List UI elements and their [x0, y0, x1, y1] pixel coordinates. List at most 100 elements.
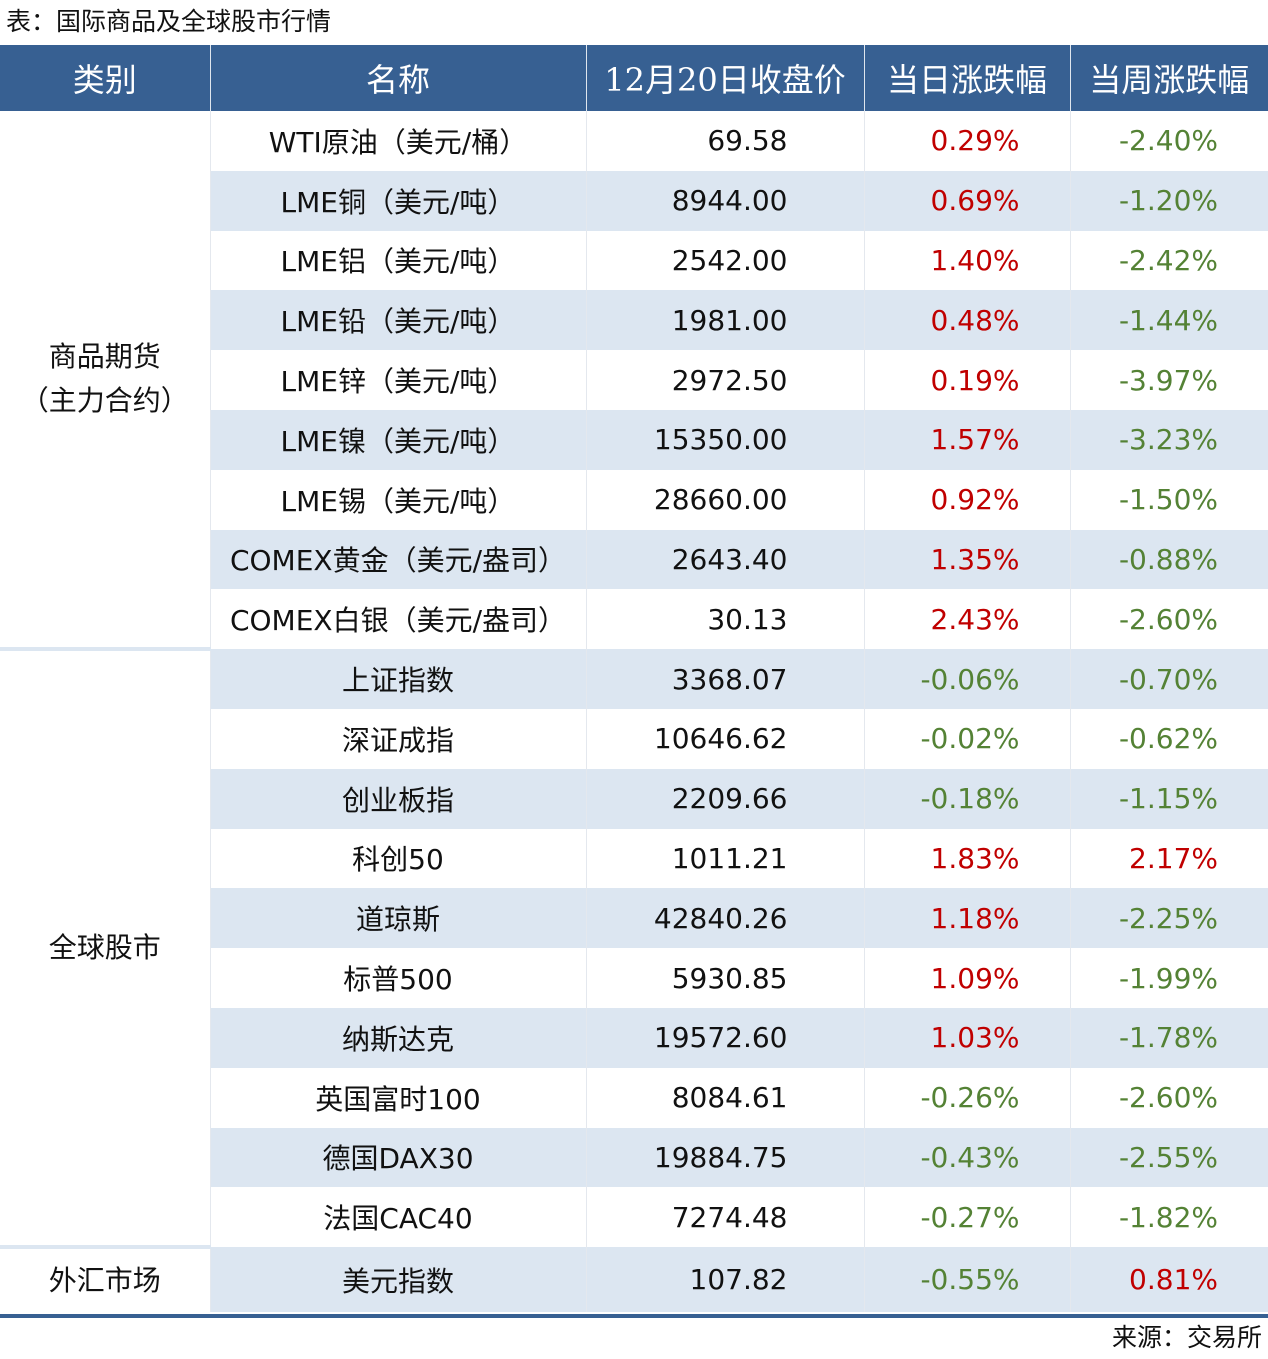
day-change: 1.40%: [863, 230, 1070, 291]
table-row: COMEX白银（美元/盎司） 30.13 2.43% -2.60%: [0, 589, 1268, 650]
instrument-name: 法国CAC40: [209, 1187, 586, 1248]
category-cell: 全球股市: [0, 647, 210, 1248]
close-price: 1011.21: [585, 828, 864, 889]
table-row: LME镍（美元/吨） 15350.00 1.57% -3.23%: [0, 409, 1268, 470]
close-price: 42840.26: [585, 888, 864, 949]
day-change: 0.69%: [863, 170, 1070, 231]
close-price: 107.82: [585, 1247, 864, 1313]
instrument-name: 科创50: [209, 828, 586, 889]
market-table: 类别 名称 12月20日收盘价 当日涨跌幅 当周涨跌幅 商品期货 （主力合约） WT…: [0, 45, 1268, 1313]
instrument-name: 道琼斯: [209, 888, 586, 949]
day-change: -0.27%: [863, 1187, 1070, 1248]
table-row: 标普500 5930.85 1.09% -1.99%: [0, 948, 1268, 1008]
day-change: 1.35%: [863, 529, 1070, 590]
week-change: -1.44%: [1069, 290, 1268, 351]
instrument-name: 美元指数: [209, 1247, 586, 1313]
instrument-name: 深证成指: [209, 708, 586, 769]
week-change: -3.23%: [1069, 409, 1268, 470]
day-change: -0.55%: [863, 1247, 1070, 1313]
day-change: 2.43%: [863, 589, 1070, 650]
instrument-name: COMEX黄金（美元/盎司）: [209, 529, 586, 590]
table-row: 法国CAC40 7274.48 -0.27% -1.82%: [0, 1187, 1268, 1248]
header-week-change: 当周涨跌幅: [1069, 45, 1268, 111]
day-change: -0.06%: [863, 649, 1070, 709]
instrument-name: COMEX白银（美元/盎司）: [209, 589, 586, 650]
instrument-name: LME铅（美元/吨）: [209, 290, 586, 351]
week-change: -2.60%: [1069, 1067, 1268, 1128]
close-price: 2643.40: [585, 529, 864, 590]
header-day-change: 当日涨跌幅: [863, 45, 1070, 111]
week-change: -1.20%: [1069, 170, 1268, 231]
close-price: 2972.50: [585, 350, 864, 410]
week-change: -2.25%: [1069, 888, 1268, 949]
table-row: 纳斯达克 19572.60 1.03% -1.78%: [0, 1007, 1268, 1068]
table-row: LME铝（美元/吨） 2542.00 1.40% -2.42%: [0, 230, 1268, 291]
day-change: 1.09%: [863, 948, 1070, 1008]
week-change: -1.78%: [1069, 1007, 1268, 1068]
close-price: 28660.00: [585, 469, 864, 530]
instrument-name: 纳斯达克: [209, 1007, 586, 1068]
table-row: COMEX黄金（美元/盎司） 2643.40 1.35% -0.88%: [0, 529, 1268, 590]
header-row: 类别 名称 12月20日收盘价 当日涨跌幅 当周涨跌幅: [0, 45, 1268, 111]
week-change: 2.17%: [1069, 828, 1268, 889]
day-change: -0.26%: [863, 1067, 1070, 1128]
table-row: 深证成指 10646.62 -0.02% -0.62%: [0, 708, 1268, 769]
table-row: 创业板指 2209.66 -0.18% -1.15%: [0, 768, 1268, 829]
table-title: 表：国际商品及全球股市行情: [6, 7, 332, 36]
table-row: 外汇市场 美元指数 107.82 -0.55% 0.81%: [0, 1245, 1268, 1313]
week-change: -2.42%: [1069, 230, 1268, 291]
category-label: 外汇市场: [48, 1263, 161, 1297]
week-change: -0.62%: [1069, 708, 1268, 769]
week-change: 0.81%: [1069, 1247, 1268, 1313]
instrument-name: LME铜（美元/吨）: [209, 170, 586, 231]
table-row: 全球股市 上证指数 3368.07 -0.06% -0.70%: [0, 647, 1268, 1248]
day-change: 1.83%: [863, 828, 1070, 889]
instrument-name: 德国DAX30: [209, 1127, 586, 1188]
header-name: 名称: [209, 45, 586, 111]
week-change: -1.99%: [1069, 948, 1268, 1008]
week-change: -2.55%: [1069, 1127, 1268, 1188]
table-row: LME锌（美元/吨） 2972.50 0.19% -3.97%: [0, 350, 1268, 410]
close-price: 3368.07: [585, 649, 864, 709]
table-row: 商品期货 （主力合约） WTI原油（美元/桶） 69.58 0.29% -2.40%: [0, 111, 1268, 650]
close-price: 15350.00: [585, 409, 864, 470]
day-change: 1.03%: [863, 1007, 1070, 1068]
instrument-name: 上证指数: [209, 649, 586, 709]
week-change: -1.82%: [1069, 1187, 1268, 1248]
close-price: 2542.00: [585, 230, 864, 291]
close-price: 8084.61: [585, 1067, 864, 1128]
table-row: 德国DAX30 19884.75 -0.43% -2.55%: [0, 1127, 1268, 1188]
close-price: 2209.66: [585, 768, 864, 829]
day-change: 0.29%: [863, 111, 1070, 171]
close-price: 69.58: [585, 111, 864, 171]
table-row: 道琼斯 42840.26 1.18% -2.25%: [0, 888, 1268, 949]
day-change: -0.02%: [863, 708, 1070, 769]
week-change: -0.88%: [1069, 529, 1268, 590]
instrument-name: LME镍（美元/吨）: [209, 409, 586, 470]
day-change: -0.43%: [863, 1127, 1070, 1188]
instrument-name: 创业板指: [209, 768, 586, 829]
category-label: 全球股市: [48, 931, 161, 965]
category-cell: 商品期货 （主力合约）: [0, 111, 210, 650]
close-price: 10646.62: [585, 708, 864, 769]
close-price: 5930.85: [585, 948, 864, 1008]
instrument-name: LME锡（美元/吨）: [209, 469, 586, 530]
category-label: （主力合约）: [20, 384, 189, 418]
category-cell: 外汇市场: [0, 1245, 210, 1313]
week-change: -1.15%: [1069, 768, 1268, 829]
day-change: 1.57%: [863, 409, 1070, 470]
instrument-name: LME铝（美元/吨）: [209, 230, 586, 291]
table-row: 英国富时100 8084.61 -0.26% -2.60%: [0, 1067, 1268, 1128]
bottom-rule: [0, 1314, 1268, 1318]
table-row: LME铅（美元/吨） 1981.00 0.48% -1.44%: [0, 290, 1268, 351]
table-row: LME铜（美元/吨） 8944.00 0.69% -1.20%: [0, 170, 1268, 231]
week-change: -0.70%: [1069, 649, 1268, 709]
close-price: 7274.48: [585, 1187, 864, 1248]
day-change: 0.92%: [863, 469, 1070, 530]
table-row: LME锡（美元/吨） 28660.00 0.92% -1.50%: [0, 469, 1268, 530]
close-price: 1981.00: [585, 290, 864, 351]
table-row: 科创50 1011.21 1.83% 2.17%: [0, 828, 1268, 889]
table-body: 商品期货 （主力合约） WTI原油（美元/桶） 69.58 0.29% -2.40% LME…: [0, 111, 1268, 1313]
close-price: 8944.00: [585, 170, 864, 231]
header-category: 类别: [0, 45, 210, 111]
